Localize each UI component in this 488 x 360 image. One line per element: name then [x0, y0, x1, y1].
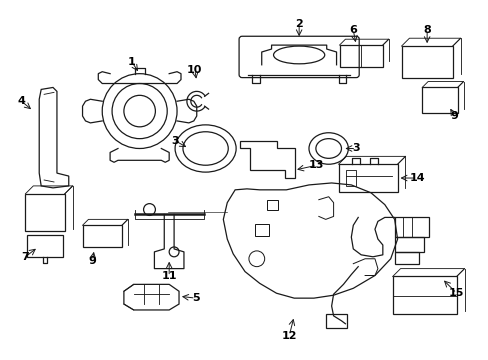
Text: 5: 5 [192, 293, 199, 303]
Bar [27, 235, 63, 257]
Bar [421, 87, 457, 113]
Bar [392, 276, 456, 314]
Text: 15: 15 [448, 288, 464, 298]
Text: 6: 6 [348, 25, 357, 35]
Text: 10: 10 [187, 65, 202, 75]
Bar [25, 194, 65, 231]
Bar [338, 164, 397, 192]
Text: 9: 9 [88, 256, 96, 266]
Bar [339, 45, 382, 67]
Text: 11: 11 [161, 271, 177, 282]
Bar [394, 217, 428, 237]
Text: 3: 3 [171, 136, 179, 145]
Bar [82, 225, 122, 247]
Text: 3: 3 [352, 144, 359, 153]
Bar [394, 237, 423, 252]
Text: 8: 8 [423, 25, 430, 35]
Bar [266, 200, 278, 210]
Bar [325, 314, 346, 328]
Text: 1: 1 [128, 57, 135, 67]
Text: 7: 7 [21, 252, 29, 262]
Bar [401, 46, 452, 78]
Text: 4: 4 [18, 96, 25, 106]
Text: 13: 13 [308, 160, 324, 170]
Text: 2: 2 [295, 19, 303, 30]
Bar [346, 170, 356, 186]
Text: 12: 12 [281, 330, 296, 341]
Text: 14: 14 [408, 173, 424, 183]
Text: 9: 9 [450, 111, 458, 121]
Bar [394, 252, 418, 264]
Bar [254, 224, 268, 236]
